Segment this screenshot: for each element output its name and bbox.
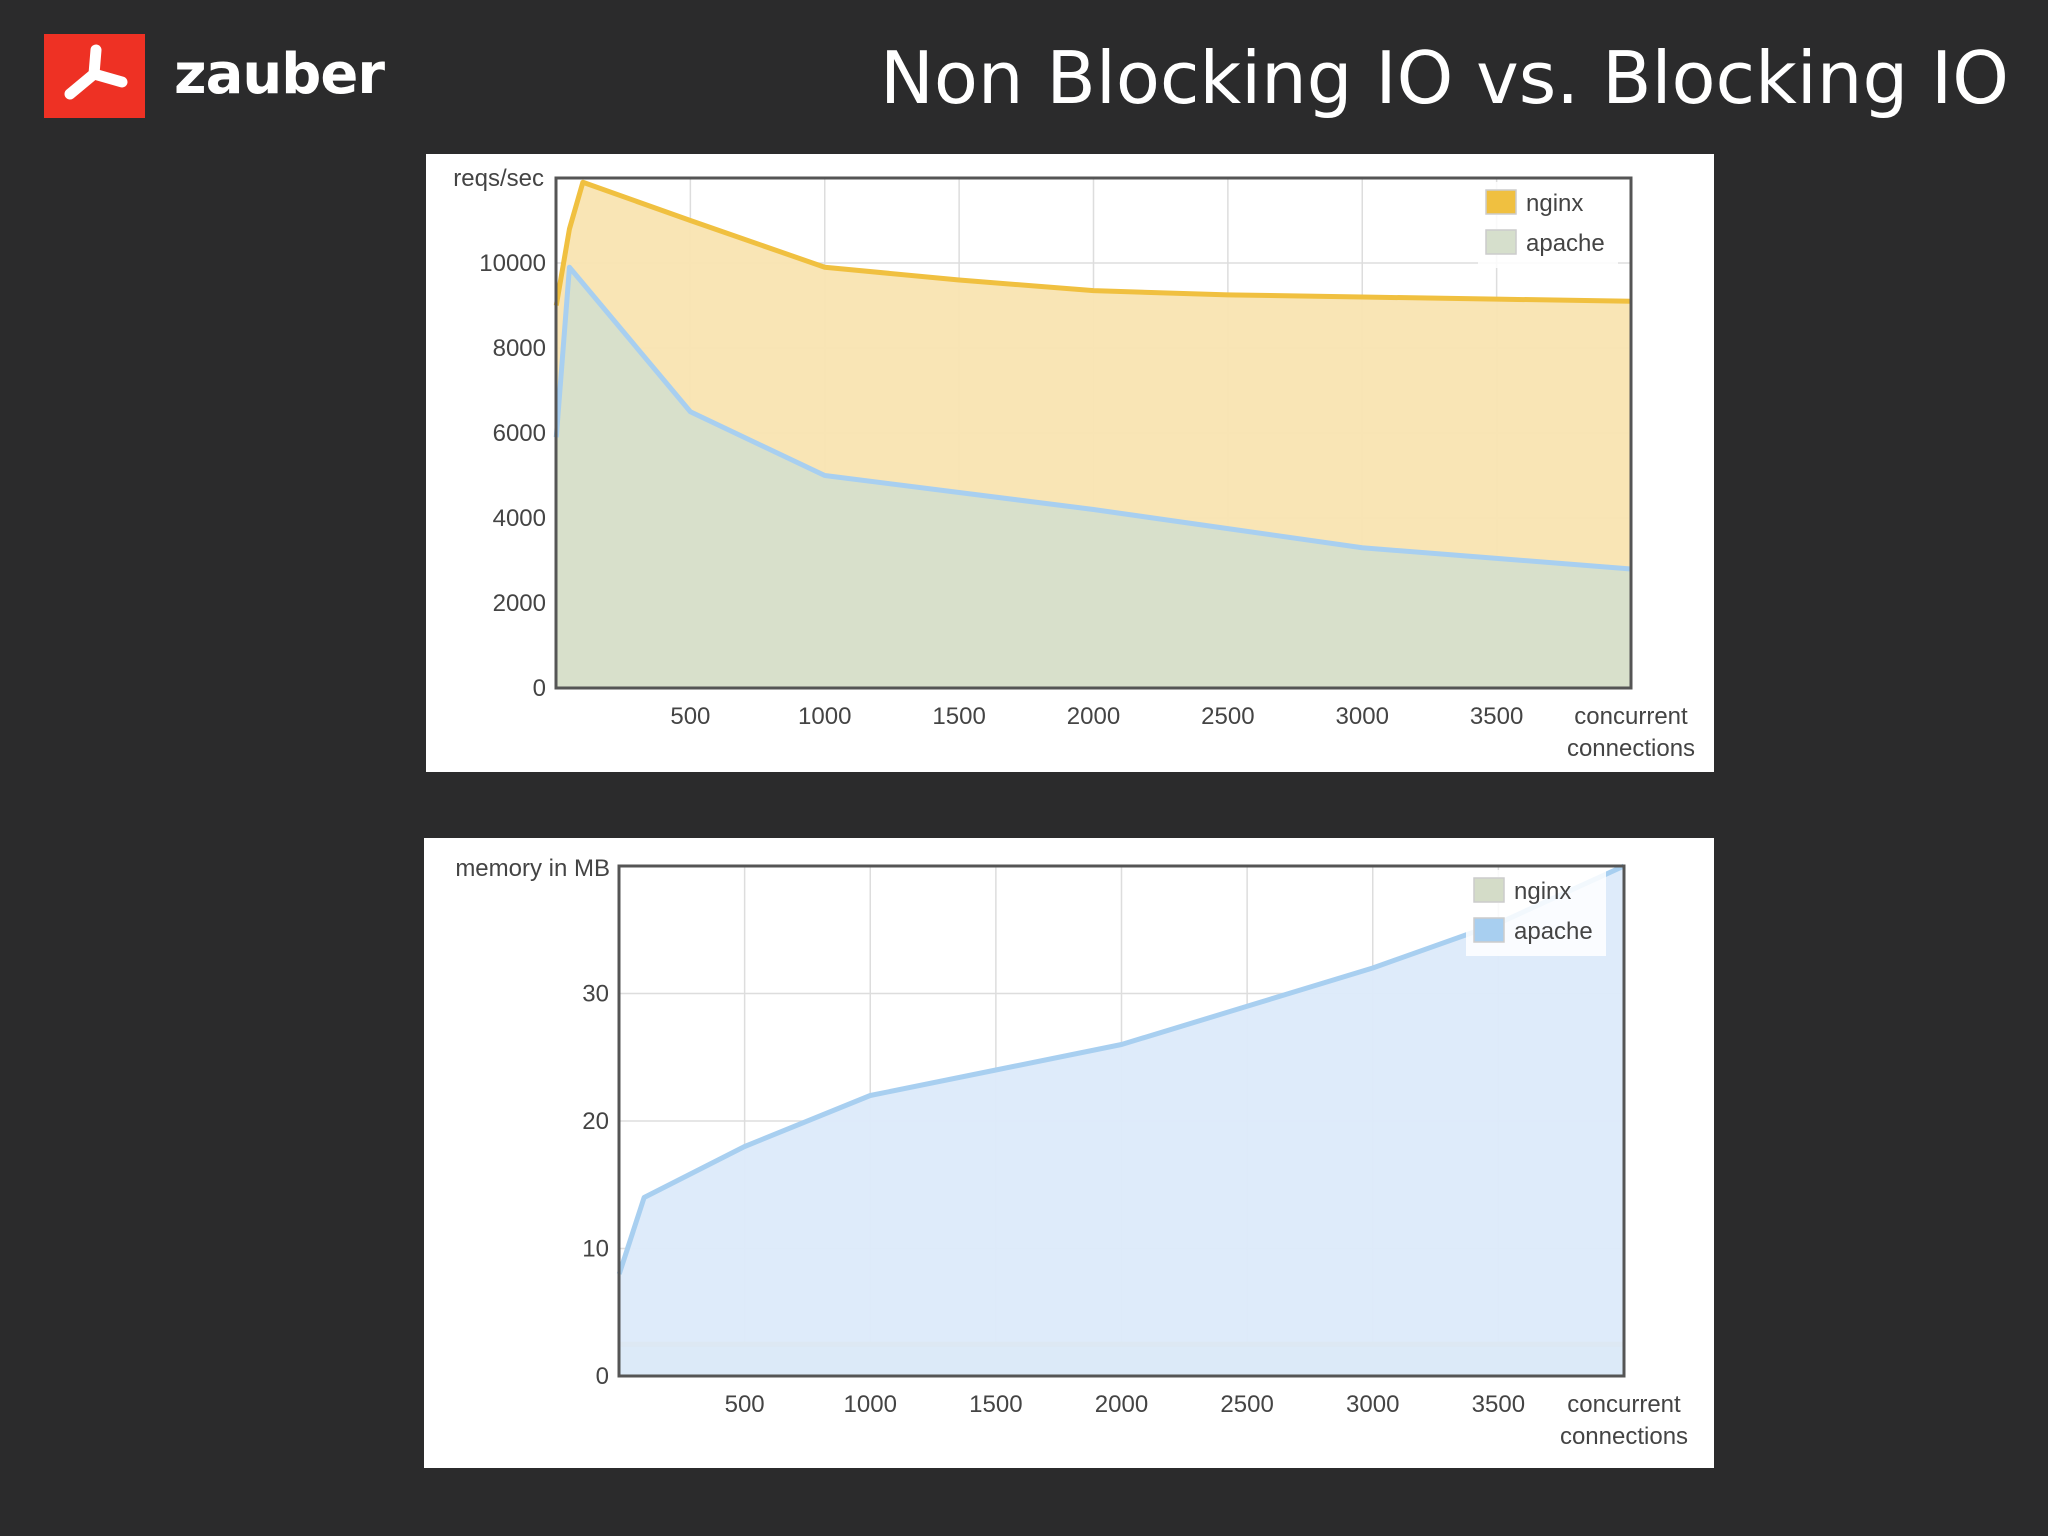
x-tick-label-5: 3000	[1336, 703, 1389, 730]
legend-label-nginx: nginx	[1526, 190, 1583, 217]
y-tick-label-2: 4000	[493, 505, 546, 532]
plot-frame	[554, 176, 1633, 690]
memory-chart: 500 1000 1500 2000 2500 3000 3500 0 10 20 30 memory…	[424, 838, 1714, 1468]
plot-frame	[617, 864, 1626, 1378]
y-tick-label-1: 10	[582, 1236, 609, 1263]
x-tick-label-4: 2500	[1201, 703, 1254, 730]
y-tick-label-1: 2000	[493, 590, 546, 617]
x-tick-label-3: 2000	[1067, 703, 1120, 730]
y-axis-label: memory in MB	[455, 855, 610, 882]
x-tick-label-5: 3000	[1346, 1391, 1399, 1418]
y-tick-label-0: 0	[533, 675, 546, 702]
zauber-logo: zauber	[44, 34, 385, 120]
x-tick-label-0: 500	[725, 1391, 765, 1418]
y-tick-label-5: 10000	[479, 250, 546, 277]
series-area-apache	[556, 267, 1631, 688]
x-tick-label-4: 2500	[1220, 1391, 1273, 1418]
x-axis-label-line-0: concurrent	[1567, 1391, 1681, 1418]
x-tick-label-1: 1000	[798, 703, 851, 730]
x-tick-label-2: 1500	[969, 1391, 1022, 1418]
x-tick-label-6: 3500	[1470, 703, 1523, 730]
x-tick-label-2: 1500	[932, 703, 985, 730]
x-axis-label-line-1: connections	[1560, 1423, 1688, 1450]
y-tick-label-4: 8000	[493, 335, 546, 362]
x-tick-label-1: 1000	[844, 1391, 897, 1418]
y-tick-label-2: 20	[582, 1108, 609, 1135]
legend-swatch-apache	[1485, 229, 1517, 255]
legend-label-apache: apache	[1514, 918, 1593, 945]
slide-title: Non Blocking IO vs. Blocking IO	[880, 36, 2009, 120]
throughput-chart-svg: 500 1000 1500 2000 2500 3000 3500 0 2000 4000 6000…	[453, 165, 1695, 762]
throughput-chart: 500 1000 1500 2000 2500 3000 3500 0 2000 4000 6000…	[426, 154, 1714, 772]
x-tick-label-3: 2000	[1095, 1391, 1148, 1418]
series-line-apache	[553, 264, 1632, 572]
logo-mark-icon	[64, 44, 128, 100]
x-tick-label-0: 500	[670, 703, 710, 730]
logo-mark	[44, 34, 145, 118]
y-tick-label-3: 30	[582, 981, 609, 1008]
legend-swatch-apache	[1473, 917, 1505, 943]
logo-text: zauber	[174, 42, 385, 107]
series-area-apache	[619, 866, 1624, 1376]
x-tick-label-6: 3500	[1472, 1391, 1525, 1418]
memory-chart-svg: 500 1000 1500 2000 2500 3000 3500 0 10 20 30 memory…	[455, 855, 1688, 1450]
legend-swatch-nginx	[1473, 877, 1505, 903]
legend-label-nginx: nginx	[1514, 878, 1571, 905]
y-tick-label-0: 0	[596, 1363, 609, 1390]
x-axis-label-line-0: concurrent	[1574, 703, 1688, 730]
y-tick-label-3: 6000	[493, 420, 546, 447]
legend-swatch-nginx	[1485, 189, 1517, 215]
y-axis-label: reqs/sec	[453, 165, 544, 192]
series-line-apache	[616, 863, 1626, 1275]
x-axis-label-line-1: connections	[1567, 735, 1695, 762]
legend-label-apache: apache	[1526, 230, 1605, 257]
